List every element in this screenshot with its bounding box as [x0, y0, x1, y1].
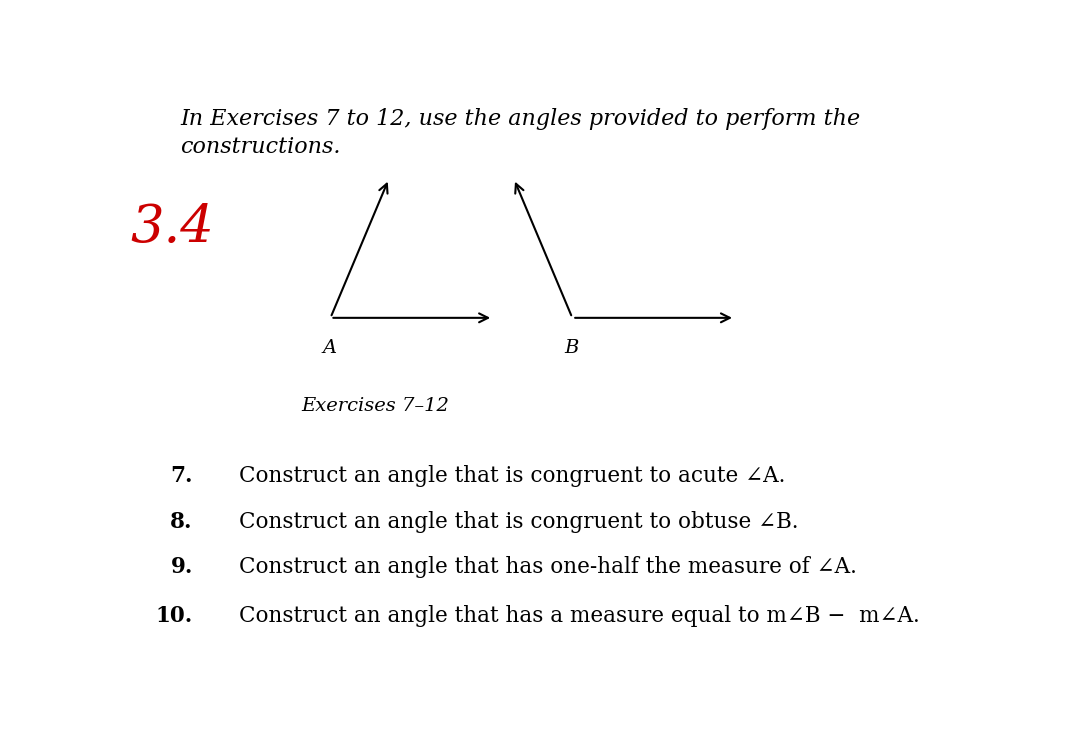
Text: 9.: 9.: [170, 556, 193, 578]
Text: Exercises 7–12: Exercises 7–12: [301, 397, 449, 415]
Text: Construct an angle that is congruent to obtuse ∠B.: Construct an angle that is congruent to …: [239, 511, 798, 533]
Text: 10.: 10.: [156, 605, 193, 627]
Text: B: B: [564, 339, 578, 358]
Text: 7.: 7.: [170, 465, 193, 487]
Text: Construct an angle that has one-half the measure of ∠A.: Construct an angle that has one-half the…: [239, 556, 856, 578]
Text: Construct an angle that has a measure equal to m∠B −  m∠A.: Construct an angle that has a measure eq…: [239, 605, 920, 627]
Text: 8.: 8.: [170, 511, 193, 533]
Text: In Exercises 7 to 12, use the angles provided to perform the: In Exercises 7 to 12, use the angles pro…: [181, 108, 861, 130]
Text: Construct an angle that is congruent to acute ∠A.: Construct an angle that is congruent to …: [239, 465, 785, 487]
Text: A: A: [322, 339, 337, 358]
Text: 3.4: 3.4: [130, 202, 214, 252]
Text: constructions.: constructions.: [181, 136, 341, 158]
